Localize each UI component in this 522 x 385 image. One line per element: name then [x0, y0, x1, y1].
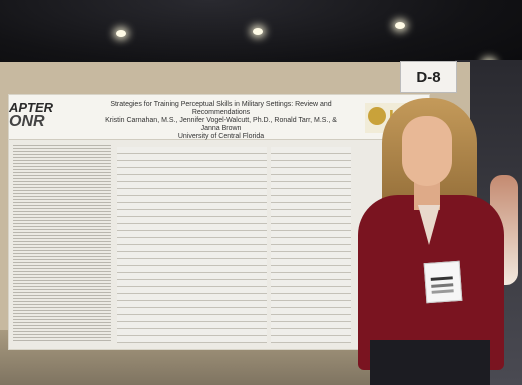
poster-title-block: Strategies for Training Perceptual Skill…	[97, 101, 345, 141]
presenter-pants	[370, 340, 490, 385]
poster-header: APTER ONR Strategies for Training Percep…	[9, 95, 429, 140]
logo-line1: APTER	[9, 100, 54, 115]
ceiling-light	[116, 30, 126, 37]
poster-table	[117, 147, 267, 343]
ceiling-light	[253, 28, 263, 35]
poster-table	[271, 147, 351, 343]
name-badge	[423, 260, 463, 304]
presenter-face	[402, 116, 452, 186]
poster-logo: APTER ONR	[9, 100, 54, 130]
poster-authors: Kristin Carnahan, M.S., Jennifer Vogel-W…	[105, 117, 337, 132]
booth-number-sign: D-8	[400, 61, 457, 93]
poster-text-column	[13, 143, 111, 343]
ucf-seal-icon	[368, 107, 386, 125]
ceiling-light	[395, 22, 405, 29]
poster-affiliation: University of Central Florida	[177, 133, 265, 140]
logo-line2: ONR	[9, 113, 45, 130]
poster-title: Strategies for Training Perceptual Skill…	[110, 101, 332, 116]
